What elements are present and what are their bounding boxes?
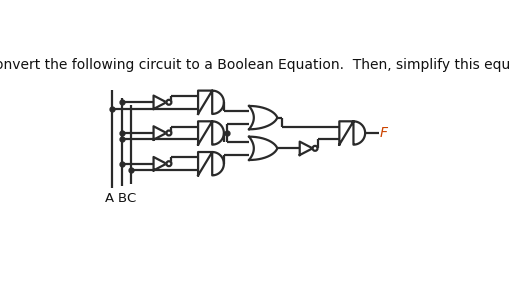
Polygon shape bbox=[154, 157, 166, 170]
Polygon shape bbox=[300, 142, 313, 155]
Circle shape bbox=[313, 146, 318, 151]
Text: A: A bbox=[105, 192, 114, 205]
Polygon shape bbox=[198, 91, 224, 114]
Polygon shape bbox=[249, 137, 277, 160]
Circle shape bbox=[166, 161, 172, 166]
Circle shape bbox=[166, 100, 172, 105]
Text: B: B bbox=[118, 192, 126, 205]
Polygon shape bbox=[249, 106, 277, 129]
Text: F: F bbox=[380, 126, 388, 140]
Polygon shape bbox=[154, 95, 166, 109]
Circle shape bbox=[166, 131, 172, 135]
Polygon shape bbox=[198, 152, 224, 175]
Text: C: C bbox=[126, 192, 135, 205]
Polygon shape bbox=[154, 126, 166, 140]
Polygon shape bbox=[340, 121, 365, 145]
Polygon shape bbox=[198, 121, 224, 145]
Text: 5.   Convert the following circuit to a Boolean Equation.  Then, simplify this e: 5. Convert the following circuit to a Bo… bbox=[0, 58, 509, 72]
